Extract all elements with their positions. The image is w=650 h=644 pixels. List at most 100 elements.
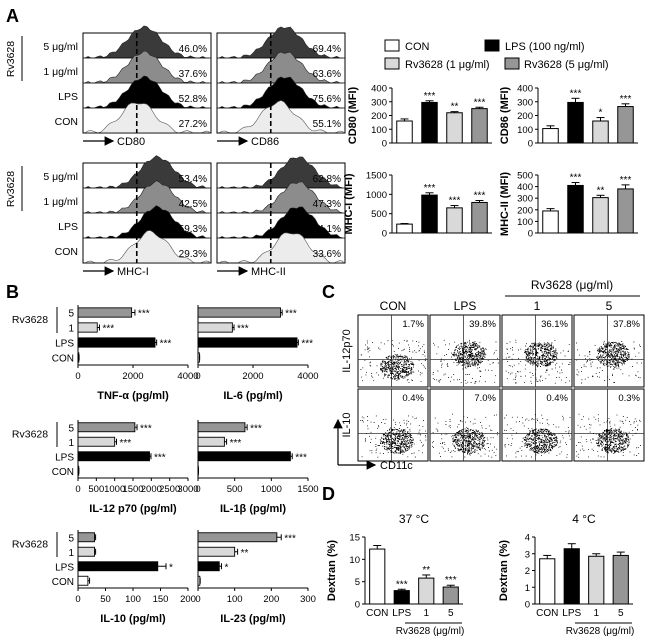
significance-mark: *** xyxy=(424,183,436,194)
x-tick-label: 0 xyxy=(195,484,200,495)
significance-mark: *** xyxy=(396,579,408,590)
y-tick-label: 4 xyxy=(525,533,530,544)
dot-cloud xyxy=(360,339,427,383)
histogram-percent: 69.4% xyxy=(313,44,341,55)
histogram-percent: 27.2% xyxy=(179,119,207,130)
legend-con: CON xyxy=(405,41,430,53)
quadrant-percent: 0.3% xyxy=(618,393,640,404)
histogram-curve xyxy=(84,75,209,109)
histogram-curve xyxy=(218,232,344,264)
bar xyxy=(197,546,236,557)
panel-label-a: A xyxy=(6,6,19,26)
significance-mark: ** xyxy=(422,565,430,576)
significance-mark: *** xyxy=(230,438,242,449)
histogram-curve xyxy=(84,25,209,59)
histogram-group-label: Rv3628 xyxy=(5,171,17,207)
y-tick-label: 300 xyxy=(517,194,533,205)
bar xyxy=(77,561,159,572)
x-tick-label: 4000 xyxy=(177,371,198,382)
bar xyxy=(197,436,225,447)
quadrant-percent: 7.0% xyxy=(474,393,496,404)
y-tick-label: 1 xyxy=(525,583,530,594)
bar xyxy=(592,197,609,234)
bar xyxy=(197,575,201,586)
bar xyxy=(77,422,136,433)
flow-group-title: Rv3628 (μg/ml) xyxy=(531,278,613,292)
histogram-percent: 42.5% xyxy=(179,199,207,210)
y-tick-label: 400 xyxy=(371,84,387,95)
x-tick-label: 0 xyxy=(75,371,80,382)
histogram-percent: 29.3% xyxy=(179,249,207,260)
bar xyxy=(421,101,438,144)
significance-mark: *** xyxy=(160,339,172,350)
bar xyxy=(563,548,580,605)
histogram-row-label: LPS xyxy=(58,91,78,103)
y-tick-label: 200 xyxy=(517,205,533,216)
x-tick-label: 300 xyxy=(300,594,316,605)
legend-rv5: Rv3628 (5 μg/ml) xyxy=(524,59,609,71)
histogram-axis-label: MHC-I xyxy=(117,266,149,278)
bar xyxy=(567,101,584,144)
significance-mark: ** xyxy=(451,102,459,113)
x-tick-label: 500 xyxy=(88,484,104,495)
bar xyxy=(197,422,246,433)
x-tick-label: 100 xyxy=(125,594,141,605)
quadrant-percent: 0.4% xyxy=(546,393,568,404)
significance-mark: *** xyxy=(570,88,582,99)
bar xyxy=(446,207,463,234)
x-tick-label: 3000 xyxy=(177,484,198,495)
x-tick-label: 200 xyxy=(180,594,196,605)
bar xyxy=(542,128,559,144)
dot-cloud xyxy=(360,415,427,458)
significance-mark: ** xyxy=(241,548,249,559)
significance-mark: *** xyxy=(284,533,296,544)
y-tick-label: 1000 xyxy=(366,190,387,201)
histogram-row-label: 1 μg/ml xyxy=(43,196,78,208)
dot-plot-box xyxy=(501,388,573,462)
x-tick-label: LPS xyxy=(562,608,581,619)
y-tick-label: 0 xyxy=(382,229,387,240)
y-tick-label: 300 xyxy=(517,97,533,108)
y-tick-label: 3 xyxy=(525,549,530,560)
x-tick-label: 500 xyxy=(227,484,243,495)
bar xyxy=(592,120,609,144)
significance-mark: *** xyxy=(154,452,166,463)
bar xyxy=(442,586,459,605)
histogram-row-label: 5 μg/ml xyxy=(43,171,78,183)
x-tick-label: 200 xyxy=(263,594,279,605)
row-label: LPS xyxy=(55,452,74,463)
y-tick-label: 0 xyxy=(382,139,387,150)
x-axis-label: IL-6 (pg/ml) xyxy=(223,390,283,402)
bar xyxy=(197,561,220,572)
bar xyxy=(77,307,133,318)
histogram-row-label: 5 μg/ml xyxy=(43,41,78,53)
x-tick-label: 0 xyxy=(195,371,200,382)
significance-mark: *** xyxy=(237,324,249,335)
chart-title: 4 °C xyxy=(572,512,596,526)
dot-cloud xyxy=(504,414,571,458)
dot-cloud xyxy=(505,339,571,384)
x-tick-label: 50 xyxy=(100,594,111,605)
histogram-curve xyxy=(84,50,209,84)
y-axis-label: Dextran (%) xyxy=(326,540,338,601)
bar xyxy=(197,337,298,348)
legend-rv1: Rv3628 (1 μg/ml) xyxy=(405,59,490,71)
y-tick-label: 0 xyxy=(525,600,530,611)
dextran-group-label: Rv3628 (μg/ml) xyxy=(566,626,635,637)
bar xyxy=(418,577,435,605)
flow-column-header: 5 xyxy=(606,299,613,313)
y-tick-label: 0 xyxy=(355,600,360,611)
histogram-panels: 46.0% 37.6% 52.8% 27.2% CD80 69.4% 63.6% 75.6% 5… xyxy=(5,25,346,278)
flow-column-header: CON xyxy=(380,299,407,313)
histogram-row-label: LPS xyxy=(58,221,78,233)
bar xyxy=(197,451,291,462)
y-tick-label: 400 xyxy=(517,84,533,95)
significance-mark: *** xyxy=(295,452,307,463)
y-tick-label: 100 xyxy=(517,125,533,136)
significance-mark: * xyxy=(169,562,173,573)
y-axis-label: Dextran (%) xyxy=(498,540,510,601)
panel-label-d: D xyxy=(322,484,335,504)
quadrant-percent: 39.8% xyxy=(469,319,496,330)
x-tick-label: CON xyxy=(366,608,388,619)
x-tick-label: 5 xyxy=(618,608,624,619)
